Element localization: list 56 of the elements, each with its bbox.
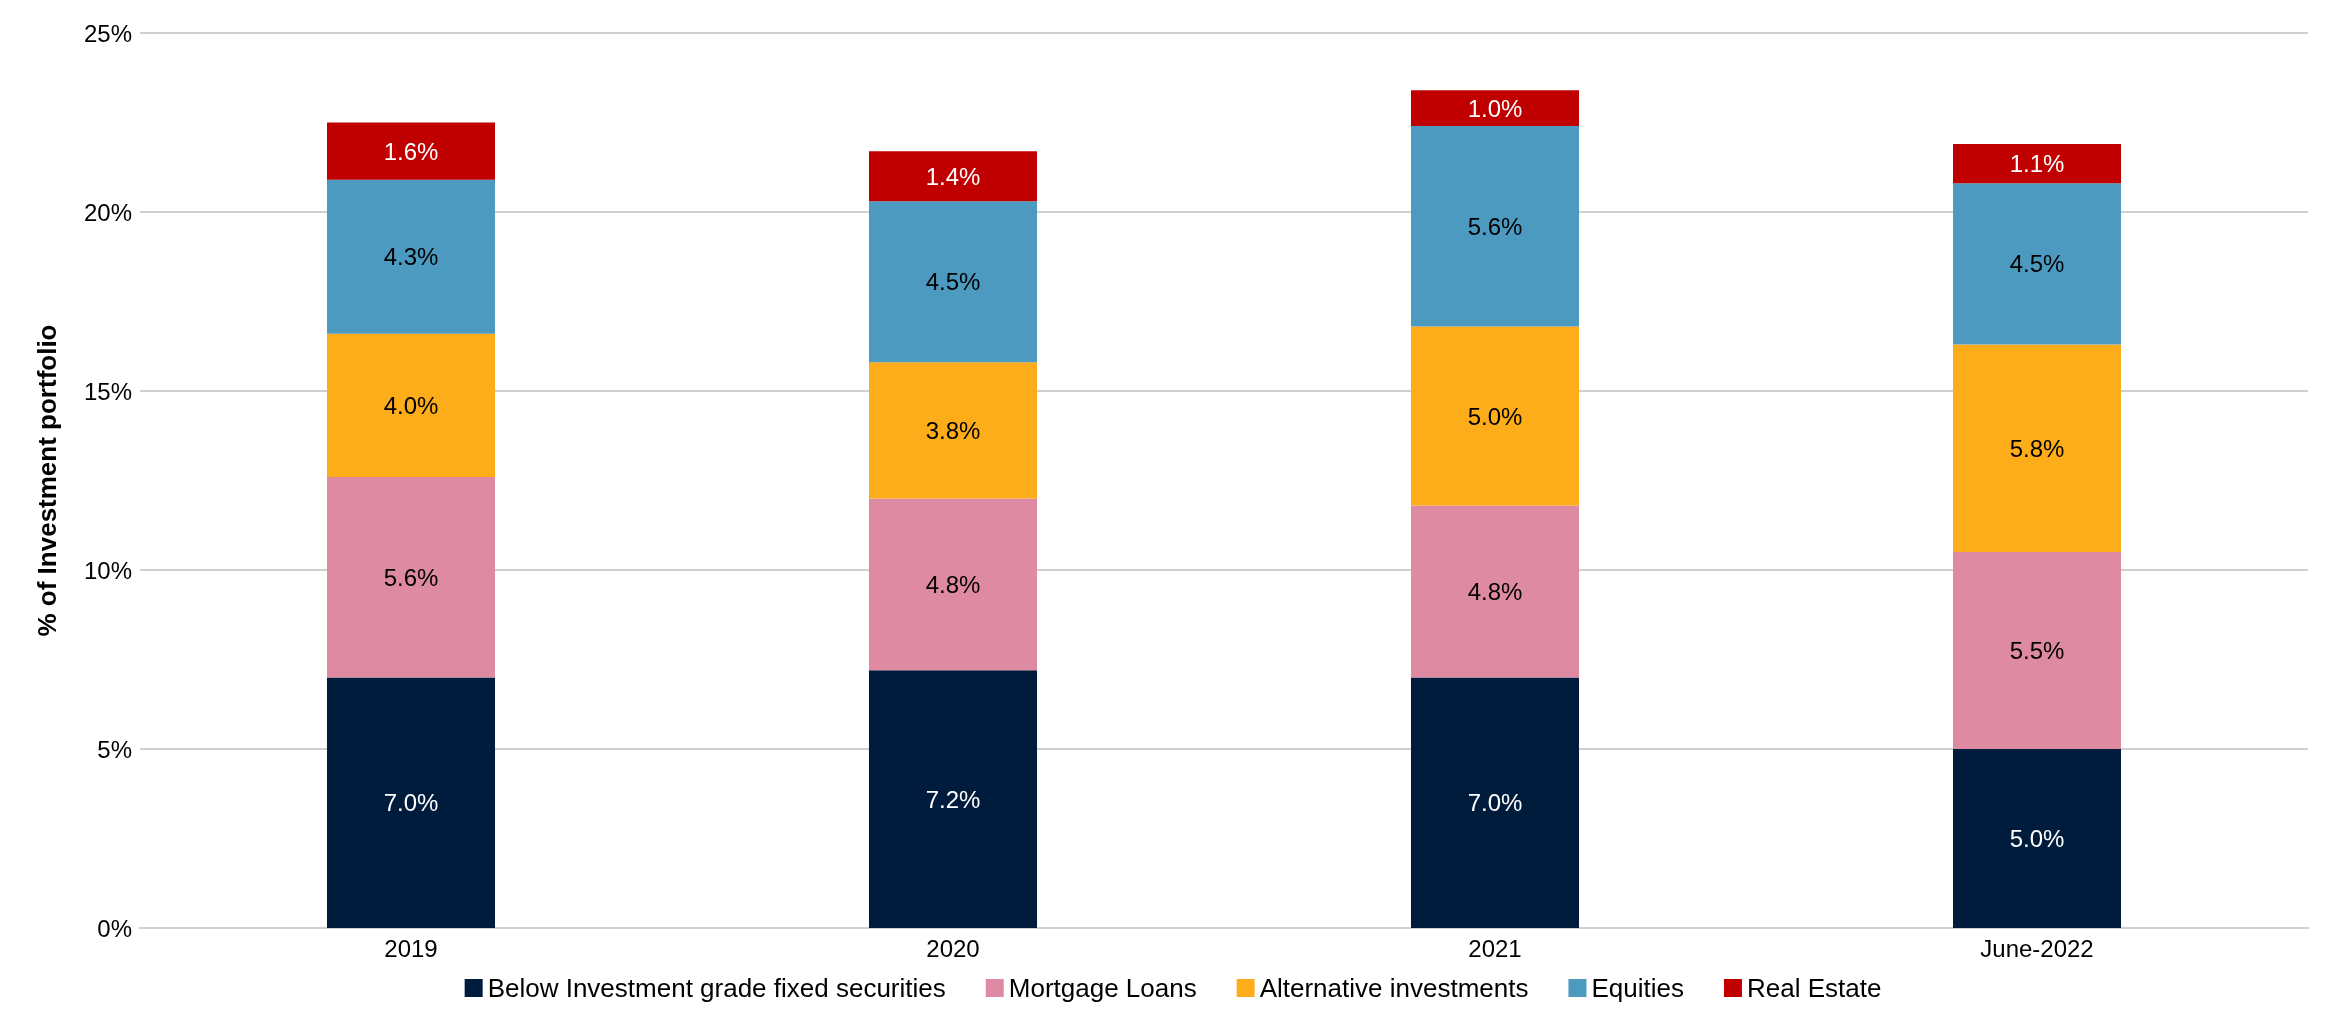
data-label: 7.0%	[1467, 789, 1523, 817]
y-tick-label: 25%	[83, 19, 132, 47]
bar	[1410, 90, 1580, 127]
bar	[326, 122, 496, 180]
bar	[1952, 143, 2122, 184]
data-label: 4.5%	[925, 268, 981, 296]
bar	[326, 476, 496, 678]
bar	[868, 201, 1038, 363]
bar	[1410, 505, 1580, 678]
data-label: 7.2%	[925, 785, 981, 813]
data-label: 5.8%	[2009, 434, 2065, 462]
data-label: 1.6%	[383, 137, 439, 165]
data-label: 4.0%	[383, 391, 439, 419]
y-tick-label: 10%	[83, 556, 132, 584]
data-label: 5.0%	[2009, 825, 2065, 852]
bar	[1410, 677, 1580, 928]
y-tick-label: 20%	[83, 198, 132, 226]
data-label: 7.0%	[383, 789, 439, 817]
x-tick-label: 2020	[926, 934, 980, 962]
x-tick-label: 2019	[384, 934, 438, 962]
bar	[868, 498, 1038, 671]
bar	[868, 151, 1038, 202]
legend-label: Mortgage Loans	[1008, 973, 1197, 1003]
data-label: 5.5%	[2009, 637, 2065, 665]
bar	[326, 677, 496, 928]
data-label: 5.6%	[383, 563, 439, 591]
x-tick-label: 2021	[1468, 934, 1522, 962]
data-label: 4.8%	[1467, 577, 1523, 605]
bar	[868, 362, 1038, 499]
legend-label: Alternative investments	[1259, 973, 1529, 1003]
data-label: 5.6%	[1467, 212, 1523, 240]
data-label: 3.8%	[925, 416, 981, 444]
y-axis-title: % of Investment portfolio	[32, 324, 62, 637]
bar	[868, 670, 1038, 928]
bar	[1410, 326, 1580, 506]
legend-label: Below Investment grade fixed securities	[487, 973, 946, 1003]
bar	[326, 333, 496, 477]
data-label: 4.8%	[925, 570, 981, 598]
y-tick-label: 0%	[97, 914, 132, 942]
bar	[1952, 552, 2122, 749]
legend-label: Equities	[1591, 973, 1684, 1003]
data-label: 1.1%	[2009, 150, 2065, 178]
data-label: 4.5%	[2009, 250, 2065, 278]
bar	[1410, 126, 1580, 327]
data-label: 5.0%	[1467, 402, 1523, 430]
x-tick-label: June-2022	[1980, 934, 2094, 962]
bar	[1952, 344, 2122, 553]
data-label: 4.3%	[383, 243, 439, 271]
legend-label: Real Estate	[1746, 973, 1882, 1003]
bar	[1952, 183, 2122, 345]
bar	[1952, 749, 2122, 928]
bar	[326, 179, 496, 334]
data-label: 1.0%	[1467, 94, 1523, 122]
y-tick-label: 5%	[97, 735, 132, 763]
y-tick-label: 15%	[83, 377, 132, 405]
data-label: 1.4%	[925, 162, 981, 190]
